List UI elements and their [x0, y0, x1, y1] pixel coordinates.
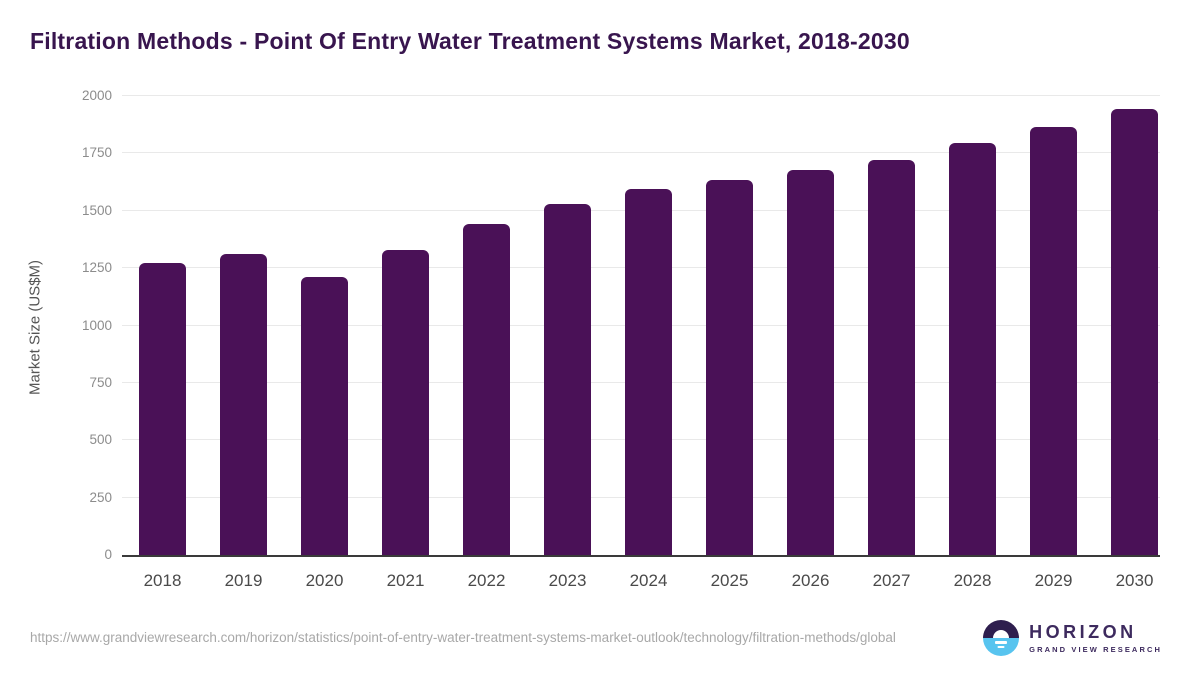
- logo-subtext: GRAND VIEW RESEARCH: [1029, 645, 1162, 654]
- bar: [706, 180, 753, 555]
- horizon-logo: HORIZON GRAND VIEW RESEARCH: [983, 620, 1162, 656]
- logo-name: HORIZON: [1029, 622, 1137, 642]
- logo-text: HORIZON GRAND VIEW RESEARCH: [1029, 622, 1162, 654]
- x-axis-tick-label: 2022: [467, 571, 506, 590]
- bar: [949, 143, 996, 555]
- y-axis-tick-label: 2000: [81, 88, 112, 103]
- bar: [1111, 108, 1158, 555]
- bar: [220, 253, 267, 555]
- gridline: [122, 152, 1160, 154]
- bar: [868, 159, 915, 555]
- bar: [625, 188, 672, 555]
- plot-area: 0 250 500 750 1000 1250 1500 1750 2000 2018 2019 20…: [82, 88, 1160, 590]
- bar: [1030, 126, 1077, 555]
- x-axis-tick-label: 2029: [1034, 571, 1073, 590]
- x-axis-tick-label: 2020: [305, 571, 344, 590]
- y-axis-tick-label: 500: [89, 432, 112, 448]
- wave-icon: [995, 641, 1008, 644]
- x-axis-tick-label: 2025: [710, 571, 749, 590]
- horizon-logo-icon: [983, 620, 1020, 656]
- x-axis-tick-label: 2021: [386, 571, 425, 590]
- y-axis-tick-label: 1000: [81, 317, 112, 333]
- x-axis-tick-label: 2018: [143, 571, 182, 590]
- bar: [382, 249, 429, 555]
- x-axis-tick-label: 2026: [791, 571, 830, 590]
- wave-icon: [997, 646, 1005, 648]
- x-axis-tick-label: 2030: [1115, 571, 1154, 590]
- bar: [301, 276, 348, 555]
- x-axis-tick-label: 2024: [629, 571, 668, 590]
- y-axis-tick-label: 1500: [81, 202, 112, 218]
- y-axis-label: Market Size (US$M): [26, 259, 44, 396]
- x-axis-tick-label: 2027: [872, 571, 911, 590]
- y-axis-tick-label: 1750: [81, 145, 112, 161]
- y-axis-tick-label: 0: [104, 547, 112, 562]
- y-axis-tick-label: 250: [89, 489, 112, 505]
- chart-title: Filtration Methods - Point Of Entry Wate…: [30, 28, 910, 54]
- sun-icon: [993, 630, 1010, 638]
- bar: [139, 263, 186, 555]
- x-axis-tick-label: 2028: [953, 571, 992, 590]
- x-axis-tick-label: 2019: [224, 571, 263, 590]
- bar: [787, 169, 834, 555]
- footer: https://www.grandviewresearch.com/horizo…: [0, 609, 1200, 667]
- source-url: https://www.grandviewresearch.com/horizo…: [30, 630, 896, 645]
- x-axis-tick-label: 2023: [548, 571, 587, 590]
- bar: [544, 204, 591, 555]
- y-axis-tick-label: 750: [89, 374, 112, 390]
- bar: [463, 224, 510, 555]
- y-axis-tick-label: 1250: [81, 260, 112, 276]
- gridline: [122, 95, 1160, 96]
